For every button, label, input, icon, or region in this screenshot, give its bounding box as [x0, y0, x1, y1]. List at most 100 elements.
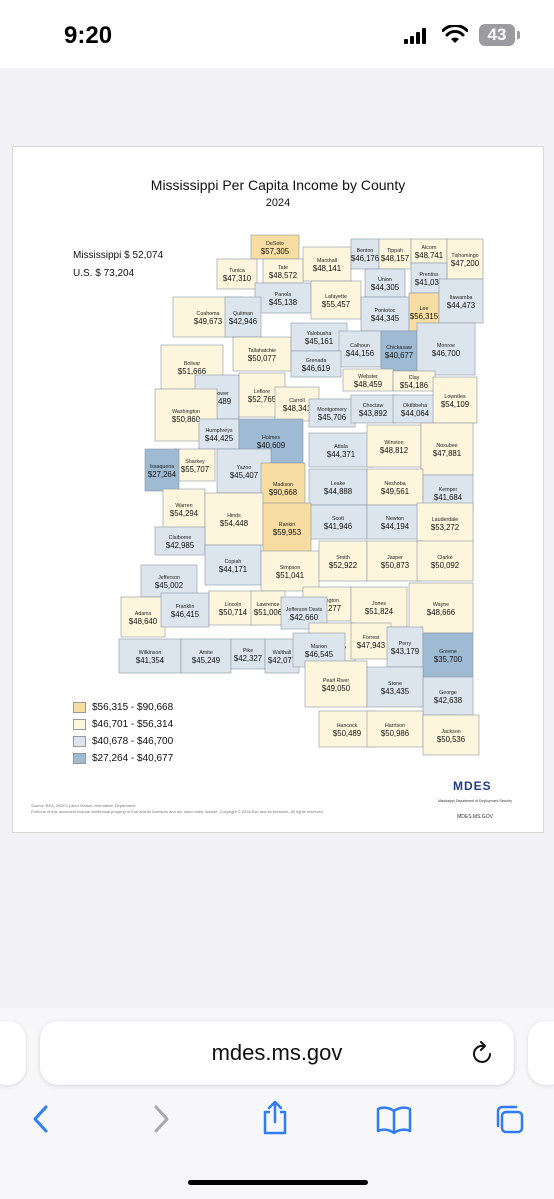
county-name-label: George — [439, 690, 457, 696]
map-legend: $56,315 - $90,668 $46,701 - $56,314 $40,… — [73, 699, 173, 767]
county-grenada — [290, 350, 342, 378]
county-stone — [366, 666, 424, 708]
county-value-label: $50,489 — [333, 729, 361, 738]
county-jasper — [366, 540, 424, 582]
county-value-label: $45,002 — [155, 581, 183, 590]
county-value-label: $48,741 — [415, 251, 443, 260]
county-value-label: $48,157 — [381, 254, 409, 263]
county-name-label: Leake — [331, 481, 345, 487]
county-name-label: Wilkinson — [139, 650, 162, 656]
county-forrest — [350, 622, 392, 660]
county-name-label: Clarke — [437, 555, 452, 561]
county-hinds — [204, 492, 264, 546]
county-name-label: Marion — [311, 644, 327, 650]
county-choctaw — [350, 394, 396, 424]
county-name-label: Pontotoc — [375, 308, 396, 314]
status-time: 9:20 — [64, 22, 113, 49]
chevron-right-icon[interactable] — [150, 1104, 172, 1134]
map-year: 2024 — [265, 197, 291, 209]
county-name-label: Walthall — [273, 650, 292, 656]
book-icon[interactable] — [376, 1106, 412, 1134]
county-itawamba — [438, 278, 484, 324]
county-name-label: Monroe — [437, 343, 455, 349]
county-name-label: Winston — [384, 440, 403, 446]
county-name-label: Scott — [332, 516, 345, 522]
county-name-label: Pearl River — [323, 678, 349, 684]
home-indicator — [188, 1180, 368, 1185]
county-value-label: $52,765 — [248, 395, 277, 404]
reload-icon[interactable] — [472, 1041, 494, 1065]
county-value-label: $44,345 — [371, 314, 400, 323]
county-value-label: $43,435 — [381, 687, 410, 696]
county-value-label: $43,179 — [391, 647, 419, 656]
share-icon[interactable] — [260, 1100, 290, 1136]
county-name-label: Lawrence — [257, 602, 280, 608]
county-value-label: $47,200 — [451, 259, 480, 268]
county-value-label: $47,943 — [357, 641, 385, 650]
county-name-label: Jackson — [441, 729, 460, 735]
address-bar[interactable]: mdes.ms.gov — [40, 1021, 514, 1085]
county-name-label: Wayne — [433, 602, 449, 608]
county-name-label: Lincoln — [225, 602, 242, 608]
county-name-label: Stone — [388, 681, 402, 687]
county-value-label: $54,294 — [170, 509, 199, 518]
chevron-left-icon[interactable] — [30, 1104, 52, 1134]
county-name-label: Alcorn — [421, 245, 436, 251]
tabs-icon[interactable] — [494, 1104, 526, 1136]
county-value-label: $49,561 — [381, 487, 409, 496]
county-name-label: Calhoun — [350, 343, 370, 349]
county-name-label: Yalobusha — [307, 331, 332, 337]
county-pearl-river — [304, 660, 368, 708]
county-value-label: $45,138 — [269, 298, 297, 307]
county-adams — [120, 596, 166, 638]
county-value-label: $44,305 — [371, 283, 400, 292]
county-value-label: $49,673 — [194, 317, 222, 326]
county-value-label: $46,545 — [305, 650, 334, 659]
county-lawrence — [250, 590, 286, 626]
county-name-label: Coahoma — [197, 311, 220, 317]
county-value-label: $54,109 — [441, 400, 469, 409]
previous-tab-peek[interactable] — [0, 1021, 26, 1085]
county-yalobusha — [290, 322, 348, 352]
county-value-label: $46,619 — [302, 364, 330, 373]
county-name-label: Tishomingo — [451, 253, 478, 259]
county-name-label: Jasper — [387, 555, 403, 561]
county-value-label: $48,666 — [427, 608, 455, 617]
legend-swatch — [73, 736, 86, 747]
next-tab-peek[interactable] — [528, 1021, 554, 1085]
map-source: Source: BEA, MDES Labor Market Informati… — [31, 803, 361, 815]
county-value-label: $90,668 — [269, 488, 297, 497]
county-quitman — [224, 296, 262, 338]
county-value-label: $41,354 — [136, 656, 165, 665]
county-name-label: Greene — [439, 649, 457, 655]
county-name-label: Forrest — [363, 635, 380, 641]
legend-label: $56,315 - $90,668 — [92, 702, 174, 713]
county-value-label: $44,371 — [327, 450, 355, 459]
county-pontotoc — [360, 296, 410, 332]
county-name-label: Franklin — [176, 604, 195, 610]
county-monroe — [416, 322, 476, 376]
county-value-label: $42,638 — [434, 696, 462, 705]
county-value-label: $42,946 — [229, 317, 257, 326]
county-name-label: Lafayette — [325, 294, 347, 300]
county-value-label: $53,272 — [431, 523, 459, 532]
county-noxubee — [420, 422, 474, 476]
county-value-label: $48,141 — [313, 264, 341, 273]
county-value-label: $49,050 — [322, 684, 351, 693]
url-text[interactable]: mdes.ms.gov — [211, 1040, 343, 1065]
county-montgomery — [308, 398, 356, 428]
county-value-label: $41,946 — [324, 522, 352, 531]
county-value-label: $56,315 — [410, 312, 439, 321]
county-value-label: $41,034 — [415, 278, 444, 287]
county-name-label: Holmes — [262, 435, 280, 441]
county-alcorn — [410, 238, 448, 264]
mdes-logo-subtitle: Mississippi Department of Employment Sec… — [437, 799, 513, 803]
county-value-label: $42,077 — [268, 656, 296, 665]
county-value-label: $51,006 — [254, 608, 282, 617]
county-value-label: $48,341 — [283, 404, 311, 413]
legend-item: $56,315 - $90,668 — [73, 699, 173, 716]
county-tallahatchie — [232, 336, 292, 372]
county-lafayette — [310, 280, 362, 320]
county-name-label: Issaquena — [150, 464, 174, 470]
county-name-label: Clay — [409, 375, 420, 381]
